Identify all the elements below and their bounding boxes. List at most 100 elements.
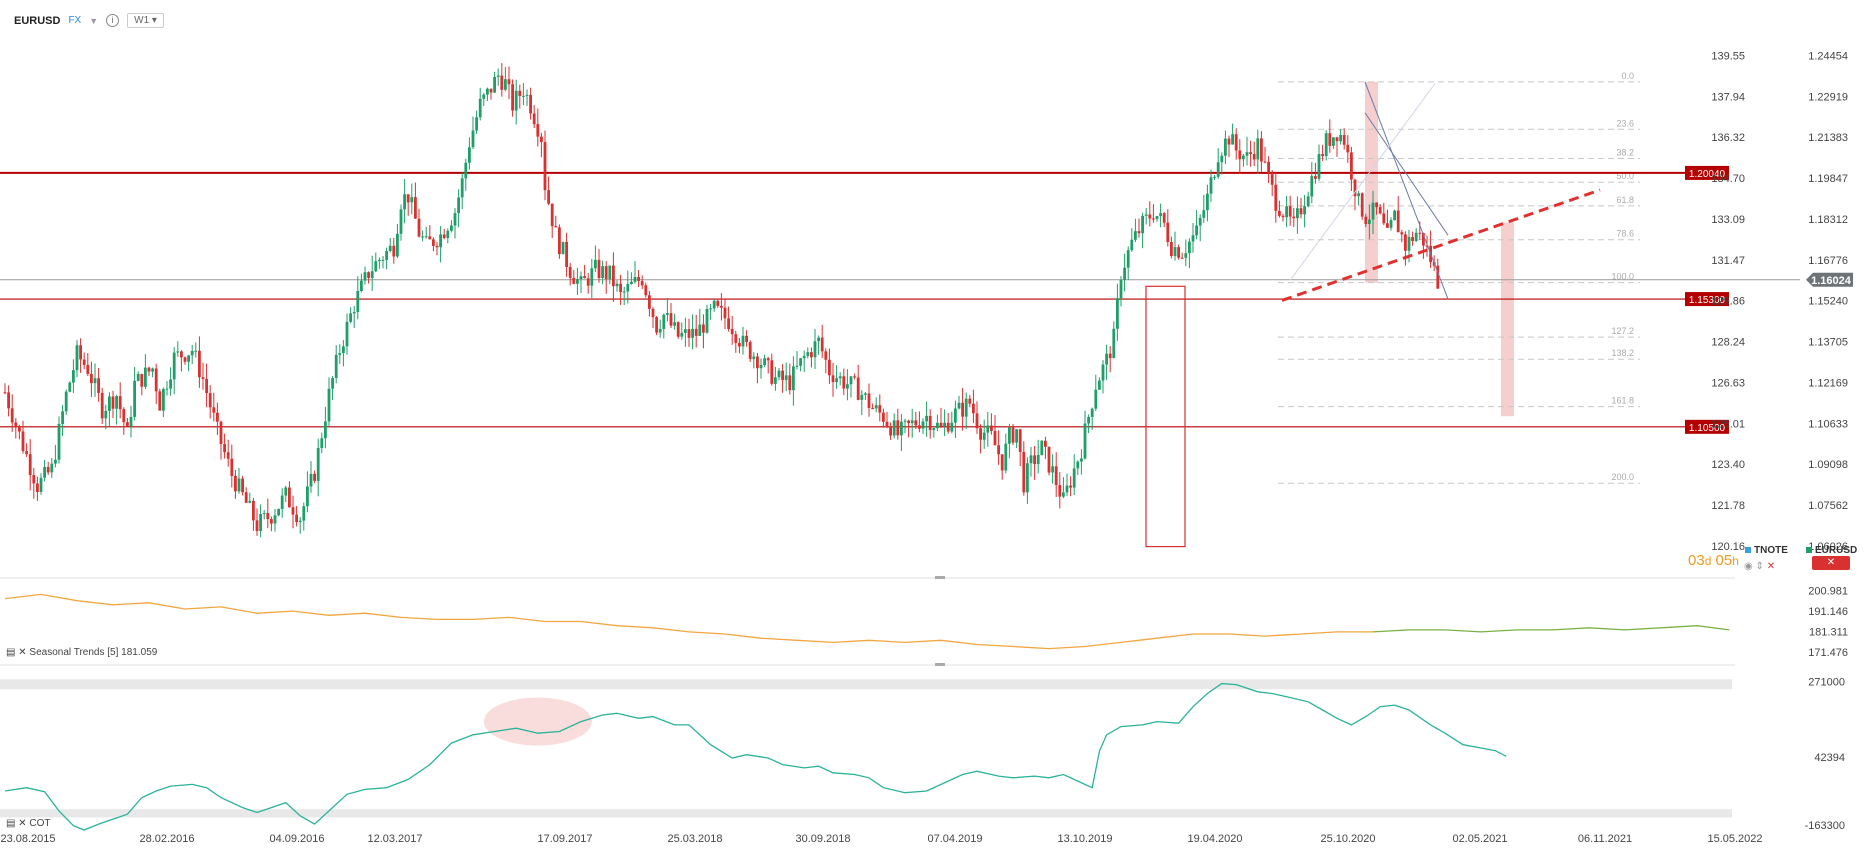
candle-body — [950, 422, 954, 432]
info-icon[interactable]: i — [106, 14, 120, 27]
candle-body — [255, 520, 259, 531]
legend-eurusd[interactable]: EURUSD — [1806, 545, 1857, 556]
seasonal-tick-label: 200.981 — [1808, 585, 1848, 597]
y-tick-label-right: 1.12169 — [1808, 377, 1848, 389]
seasonal-value: 181.059 — [121, 647, 158, 658]
x-tick-label: 12.03.2017 — [367, 833, 422, 845]
seasonal-tick-label: 181.311 — [1809, 626, 1848, 638]
candle-body — [1364, 216, 1368, 225]
candle-body — [327, 388, 331, 422]
candle-body — [604, 266, 608, 280]
candle-body — [615, 283, 619, 287]
candle-body — [136, 374, 140, 381]
candle-body — [727, 318, 730, 329]
eye-icon[interactable]: ◉ — [1744, 561, 1753, 572]
candle-body — [817, 337, 820, 342]
legend-swatch-tnote — [1745, 547, 1751, 553]
y-tick-label-right: 1.13705 — [1808, 337, 1848, 349]
candle-body — [342, 346, 345, 354]
cot-extreme-band — [0, 679, 1732, 690]
candle-body — [1119, 280, 1123, 299]
candle-body — [223, 444, 226, 453]
candle-body — [86, 364, 90, 374]
fibonacci-label: 78.6 — [1616, 229, 1634, 239]
candle-body — [1206, 193, 1209, 211]
candle-body — [108, 396, 111, 411]
candle-body — [676, 322, 680, 337]
x-tick-label: 17.09.2017 — [537, 833, 592, 845]
candle-body — [925, 415, 928, 422]
close-position-button[interactable]: ✕ — [1812, 556, 1850, 570]
candle-body — [554, 226, 558, 228]
candle-body — [1357, 193, 1360, 197]
close-icon[interactable]: ✕ — [1766, 561, 1776, 572]
candle-body — [176, 351, 180, 353]
candle-body — [1260, 138, 1263, 162]
candle-body — [68, 382, 72, 392]
toolbar: EURUSD FX ▼ i W1 ▾ — [14, 13, 164, 28]
market-label[interactable]: FX — [68, 15, 82, 26]
candle-body — [1314, 176, 1317, 179]
pane-controls: ◉ ⇕ ✕ — [1744, 561, 1775, 572]
chevron-down-icon[interactable]: ▼ — [89, 15, 99, 26]
candle-body — [115, 396, 118, 409]
candle-body — [511, 84, 514, 111]
fibonacci-label: 38.2 — [1616, 148, 1634, 158]
candle-body — [252, 500, 255, 521]
close-indicator-icon[interactable]: ✕ — [18, 818, 27, 829]
candle-body — [853, 376, 856, 378]
y-tick-label-right: 1.19847 — [1808, 173, 1848, 185]
candle-body — [421, 236, 424, 238]
y-tick-label-left: 136.32 — [1711, 132, 1745, 144]
candle-body — [997, 445, 1000, 455]
candle-body — [1292, 216, 1296, 219]
candle-body — [824, 351, 828, 360]
candle-body — [309, 473, 313, 487]
y-tick-label-right: 1.15240 — [1808, 296, 1848, 308]
sort-icon[interactable]: ⇕ — [1755, 561, 1764, 572]
level-tag-label: 1.20040 — [1689, 169, 1726, 180]
candle-body — [3, 392, 7, 394]
candle-body — [651, 308, 655, 318]
candle-body — [158, 391, 162, 411]
candle-body — [738, 342, 741, 347]
seasonal-tick-label: 171.476 — [1808, 647, 1848, 659]
candle-body — [234, 475, 237, 492]
candle-body — [313, 473, 316, 481]
settings-icon[interactable]: ▤ — [6, 818, 16, 829]
cot-indicator-label: ▤ ✕ COT — [6, 818, 51, 829]
seasonal-line-recent — [1372, 625, 1730, 633]
candle-body — [658, 328, 662, 333]
symbol-label[interactable]: EURUSD — [14, 14, 61, 27]
candle-body — [684, 329, 687, 333]
x-tick-label: 04.09.2016 — [269, 833, 324, 845]
settings-icon[interactable]: ▤ — [6, 647, 16, 658]
legend-tnote[interactable]: TNOTE — [1745, 545, 1788, 556]
timeframe-select[interactable]: W1 ▾ — [127, 13, 164, 28]
candle-body — [1342, 135, 1346, 145]
seasonal-line — [4, 593, 1373, 650]
candle-body — [1166, 222, 1170, 243]
candle-body — [943, 422, 946, 427]
candle-body — [284, 487, 288, 496]
candle-body — [244, 492, 248, 503]
candle-body — [1177, 247, 1180, 258]
candle-body — [1378, 207, 1382, 214]
candle-body — [716, 300, 720, 306]
candle-body — [1224, 138, 1227, 156]
candle-body — [1072, 468, 1076, 488]
candle-body — [248, 500, 252, 503]
candle-body — [720, 305, 723, 308]
candle-body — [540, 136, 543, 143]
fibonacci-label: 61.8 — [1616, 195, 1634, 205]
legend-label-tnote: TNOTE — [1754, 545, 1788, 556]
candle-body — [370, 271, 374, 278]
candle-body — [1141, 215, 1144, 234]
candle-body — [194, 350, 198, 352]
candle-body — [662, 314, 666, 329]
candle-body — [61, 411, 64, 424]
close-indicator-icon[interactable]: ✕ — [18, 647, 27, 658]
y-tick-label-left: 137.94 — [1711, 91, 1745, 103]
pane-resize-handle — [935, 576, 945, 579]
